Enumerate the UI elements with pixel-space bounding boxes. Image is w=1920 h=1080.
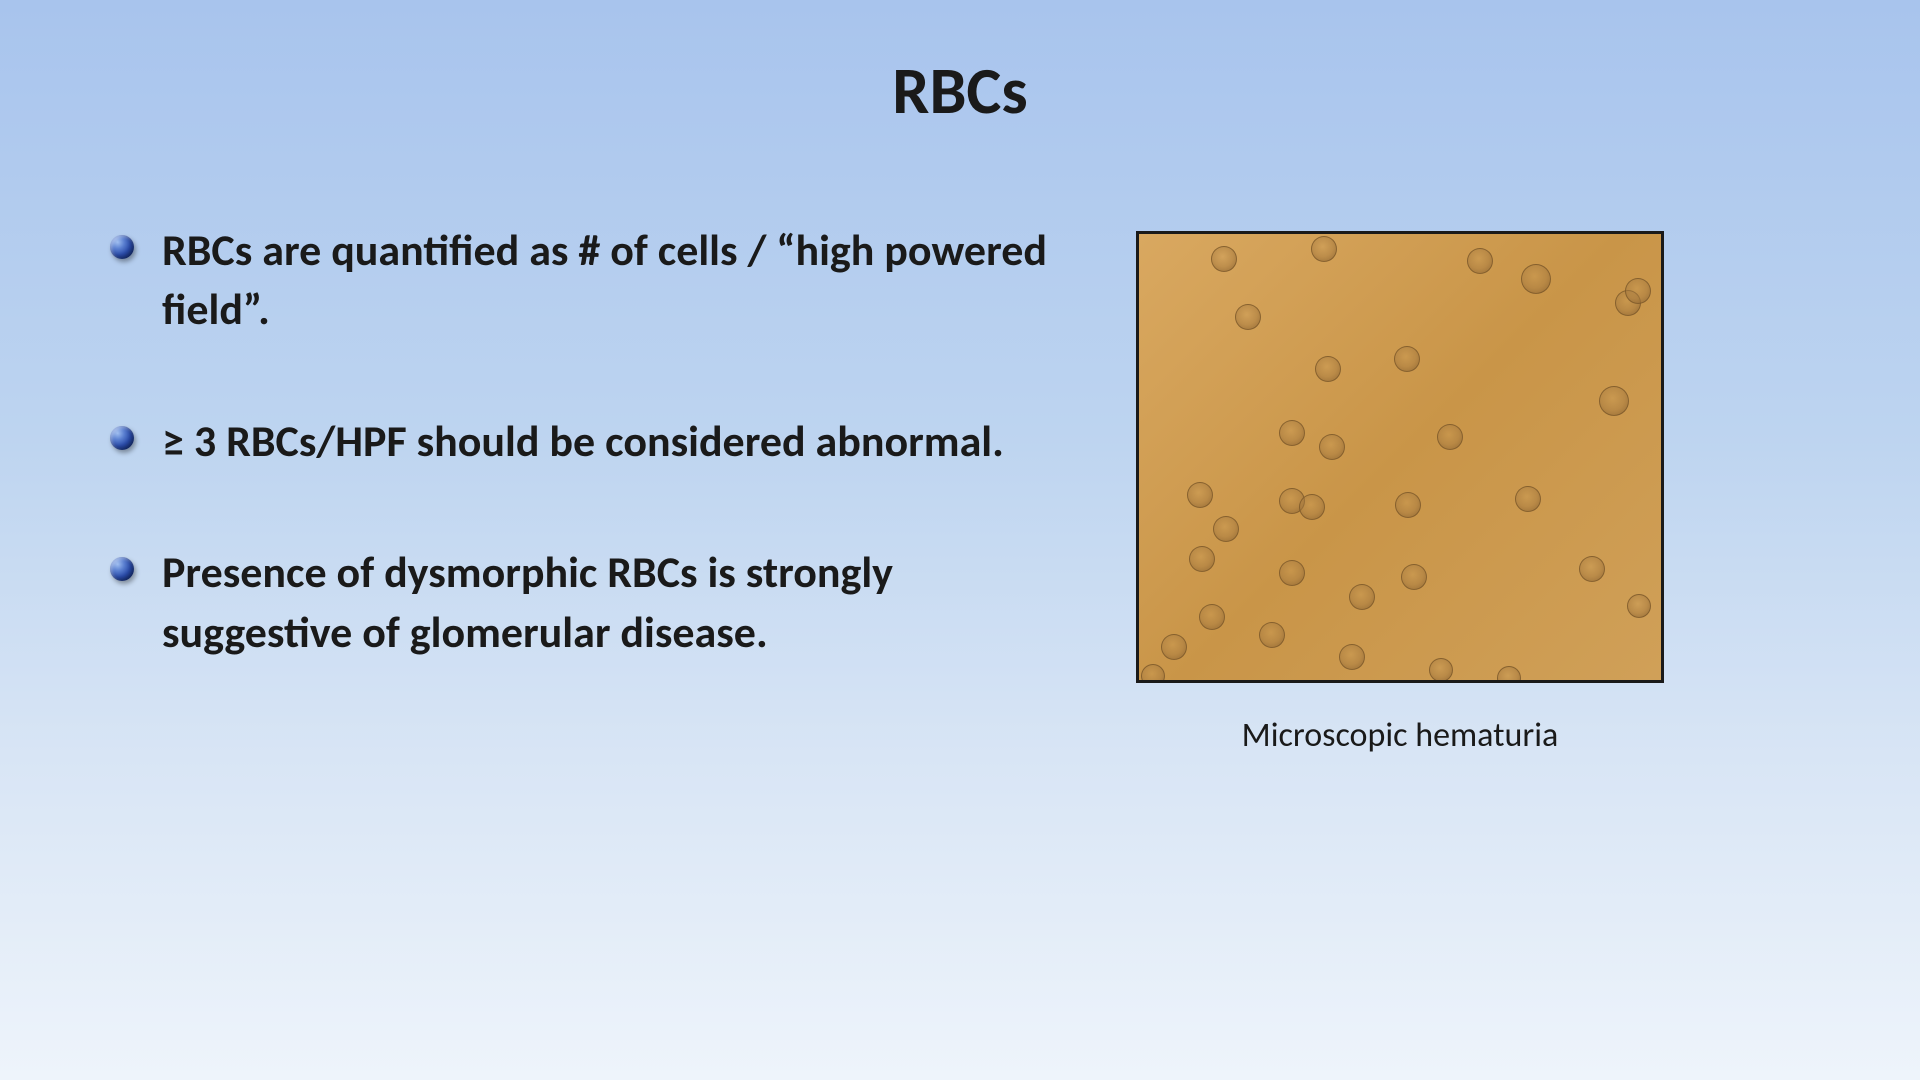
rbc-cell — [1625, 278, 1651, 304]
rbc-cell — [1161, 634, 1187, 660]
rbc-cell — [1141, 664, 1165, 683]
bullet-list: RBCs are quantified as # of cells / “hig… — [110, 221, 1090, 756]
slide-content: RBCs are quantified as # of cells / “hig… — [0, 221, 1920, 756]
bullet-text: ≥ 3 RBCs/HPF should be considered abnorm… — [162, 412, 1004, 471]
list-item: Presence of dysmorphic RBCs is strongly … — [110, 543, 1090, 662]
rbc-cell — [1339, 644, 1365, 670]
rbc-cell — [1401, 564, 1427, 590]
rbc-cell — [1213, 516, 1239, 542]
rbc-cell — [1599, 386, 1629, 416]
figure: Microscopic hematuria — [1130, 231, 1670, 756]
rbc-cell — [1319, 434, 1345, 460]
microscopy-image — [1136, 231, 1664, 683]
rbc-cell — [1315, 356, 1341, 382]
rbc-cell — [1497, 666, 1521, 683]
rbc-cell — [1394, 346, 1420, 372]
rbc-cell — [1467, 248, 1493, 274]
bullet-text: RBCs are quantified as # of cells / “hig… — [162, 221, 1090, 340]
rbc-cell — [1279, 420, 1305, 446]
rbc-cell — [1349, 584, 1375, 610]
rbc-cell — [1279, 560, 1305, 586]
rbc-cell — [1187, 482, 1213, 508]
bullet-sphere-icon — [110, 557, 134, 581]
figure-caption: Microscopic hematuria — [1130, 715, 1670, 756]
bullet-sphere-icon — [110, 235, 134, 259]
slide-title: RBCs — [0, 0, 1920, 131]
list-item: ≥ 3 RBCs/HPF should be considered abnorm… — [110, 412, 1090, 471]
rbc-cell — [1579, 556, 1605, 582]
rbc-cell — [1199, 604, 1225, 630]
rbc-cell — [1515, 486, 1541, 512]
rbc-cell — [1235, 304, 1261, 330]
rbc-cell — [1189, 546, 1215, 572]
rbc-cell — [1259, 622, 1285, 648]
rbc-cell — [1395, 492, 1421, 518]
rbc-cell — [1429, 658, 1453, 682]
list-item: RBCs are quantified as # of cells / “hig… — [110, 221, 1090, 340]
rbc-cell — [1627, 594, 1651, 618]
bullet-sphere-icon — [110, 426, 134, 450]
rbc-cell — [1211, 246, 1237, 272]
bullet-text: Presence of dysmorphic RBCs is strongly … — [162, 543, 1090, 662]
rbc-cell — [1521, 264, 1551, 294]
rbc-cell — [1437, 424, 1463, 450]
rbc-cell — [1311, 236, 1337, 262]
rbc-cell — [1299, 494, 1325, 520]
